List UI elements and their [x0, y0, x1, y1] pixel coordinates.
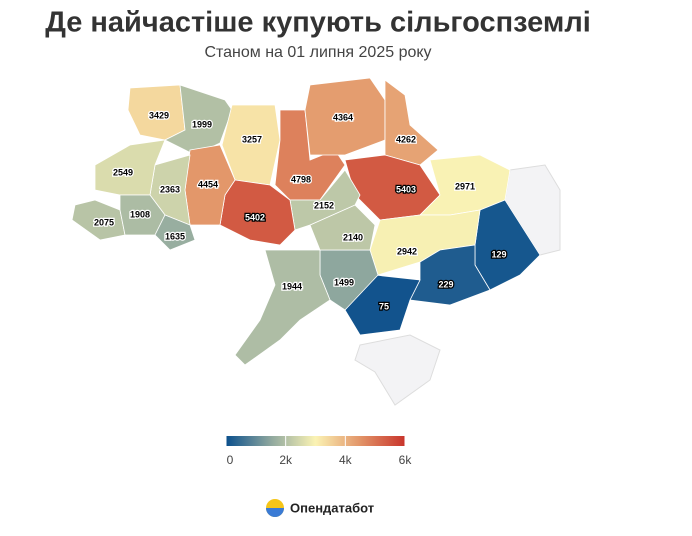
source-logo: Опендатабот: [290, 500, 374, 515]
region-value-label: 1999: [192, 119, 212, 129]
region: [94, 139, 166, 196]
region-value-label: 4798: [291, 174, 311, 184]
no-data-region: [354, 334, 441, 406]
region-value-label: 1908: [130, 209, 150, 219]
region-value-label: 1944: [282, 281, 302, 291]
legend-bar: [226, 436, 405, 446]
title: Де найчастіше купують сільгоспземлі: [45, 7, 591, 39]
region-labels: 3429 1999 3257 4798 4364 4262 5403 2971 129 2942 2…: [93, 109, 508, 313]
logo-icon-part: [266, 508, 284, 517]
region-value-label: 2140: [343, 232, 363, 242]
region-value-label: 2075: [94, 217, 114, 227]
region-value-label: 129: [491, 249, 506, 259]
regions: [71, 77, 541, 366]
region-value-label: 3429: [149, 110, 169, 120]
region: [234, 249, 331, 366]
legend-tick-label: 6k: [399, 453, 413, 467]
region-value-label: 4262: [396, 134, 416, 144]
legend-tick-label: 0: [227, 453, 234, 467]
region: [289, 169, 361, 231]
region-value-label: 5403: [396, 184, 416, 194]
region-value-label: 4364: [333, 112, 353, 122]
legend: 0 2k 4k 6k: [225, 436, 413, 467]
region-value-label: 2971: [455, 181, 475, 191]
region-value-label: 2942: [397, 246, 417, 256]
region-value-label: 5402: [245, 212, 265, 222]
region: [304, 77, 386, 156]
legend-tick-label: 4k: [339, 453, 353, 467]
region: [154, 214, 196, 251]
region: [384, 79, 439, 166]
region-value-label: 2549: [113, 167, 133, 177]
region-value-label: 229: [438, 279, 453, 289]
region-value-label: 1635: [165, 231, 185, 241]
region-value-label: 75: [379, 301, 389, 311]
subtitle: Станом на 01 липня 2025 року: [204, 44, 431, 61]
region-value-label: 4454: [198, 179, 218, 189]
legend-tick-label: 2k: [279, 453, 293, 467]
region-value-label: 2363: [160, 184, 180, 194]
region-value-label: 3257: [242, 134, 262, 144]
region-value-label: 1499: [334, 277, 354, 287]
region-value-label: 2152: [314, 200, 334, 210]
